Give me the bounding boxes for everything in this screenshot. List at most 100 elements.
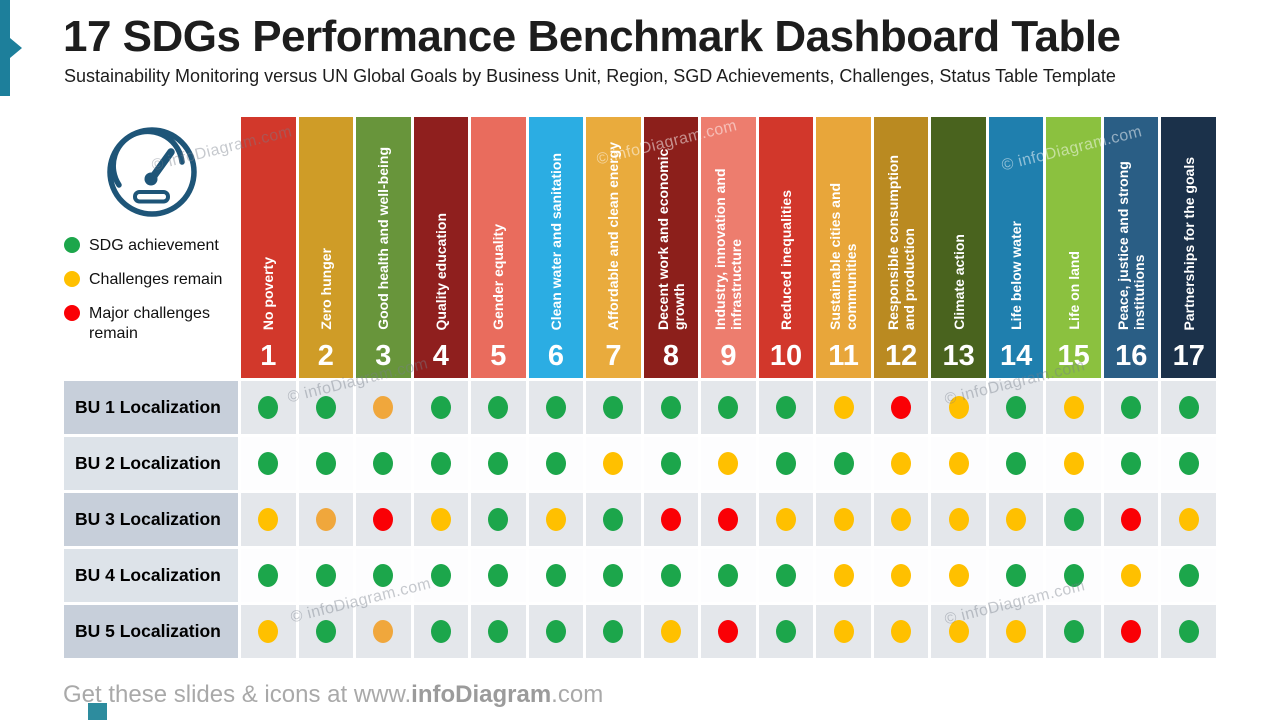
status-cell (298, 549, 354, 602)
yellow-dot-icon (64, 271, 80, 288)
column-header-sdg-16: Peace, justice and strong institutions 16 (1103, 117, 1159, 378)
status-dot-yellow (948, 620, 969, 643)
column-header-label: Clean water and sanitation (547, 152, 564, 330)
status-dot-green (660, 452, 681, 475)
column-header-sdg-13: Climate action 13 (931, 117, 986, 378)
status-dot-red (660, 508, 681, 531)
status-cell (816, 549, 871, 602)
status-dot-green (776, 396, 797, 419)
status-dot-green (1006, 452, 1027, 475)
status-dot-yellow (833, 620, 854, 643)
status-dot-green (315, 564, 336, 587)
status-cell (586, 437, 641, 490)
status-dot-orange (373, 620, 394, 643)
column-header-label: No poverty (260, 256, 277, 330)
status-dot-green (430, 620, 451, 643)
status-dot-yellow (891, 452, 912, 475)
status-cell (471, 493, 526, 546)
status-dot-green (718, 564, 739, 587)
status-dot-yellow (833, 508, 854, 531)
row-label: BU 3 Localization (64, 493, 238, 546)
status-cell (988, 549, 1044, 602)
status-dot-green (776, 620, 797, 643)
status-cell (298, 437, 354, 490)
status-dot-yellow (1006, 620, 1027, 643)
accent-ribbon (0, 0, 22, 96)
status-dot-green (603, 620, 624, 643)
status-dot-green (545, 452, 566, 475)
status-cell (758, 437, 814, 490)
legend-label: Major challenges remain (89, 305, 210, 342)
status-dot-green (776, 564, 797, 587)
status-cell (298, 381, 354, 434)
status-dot-yellow (545, 508, 566, 531)
status-dot-green (1063, 620, 1084, 643)
status-cell (988, 605, 1044, 658)
status-cell (816, 381, 871, 434)
status-dot-green (315, 396, 336, 419)
legend-item-major-challenges: Major challenges remain (64, 304, 240, 342)
status-cell (413, 381, 469, 434)
status-dot-green (315, 452, 336, 475)
status-cell (1103, 493, 1159, 546)
status-cell (988, 493, 1044, 546)
status-cell (241, 549, 296, 602)
corner-accent-square (88, 703, 107, 720)
status-dot-green (1063, 508, 1084, 531)
column-header-sdg-17: Partnerships for the goals 17 (1161, 117, 1216, 378)
column-header-label: Climate action (950, 234, 967, 330)
status-cell (988, 381, 1044, 434)
status-cell (413, 437, 469, 490)
status-cell (1161, 605, 1216, 658)
table-corner (64, 117, 238, 378)
status-dot-yellow (258, 620, 279, 643)
status-dot-red (1121, 620, 1142, 643)
column-header-number: 8 (662, 340, 680, 372)
status-dot-green (545, 396, 566, 419)
footer-suffix: .com (551, 681, 604, 708)
status-cell (413, 605, 469, 658)
status-dot-green (545, 564, 566, 587)
status-cell (471, 549, 526, 602)
column-header-sdg-3: Good health and well-being 3 (356, 117, 411, 378)
status-dot-green (603, 396, 624, 419)
status-dot-green (603, 508, 624, 531)
status-dot-orange (315, 508, 336, 531)
column-header-label: Life below water (1008, 221, 1025, 330)
column-header-sdg-4: Quality education 4 (413, 117, 469, 378)
status-cell (298, 493, 354, 546)
status-dot-yellow (1063, 452, 1084, 475)
status-cell (356, 605, 411, 658)
status-cell (528, 381, 584, 434)
footer-prefix: Get these slides & icons at www. (63, 681, 412, 708)
status-dot-yellow (603, 452, 624, 475)
column-header-label: Zero hunger (317, 248, 334, 330)
status-cell (1103, 605, 1159, 658)
status-cell (643, 605, 699, 658)
status-dot-yellow (776, 508, 797, 531)
column-header-sdg-2: Zero hunger 2 (298, 117, 354, 378)
column-header-number: 2 (317, 340, 334, 372)
column-header-number: 14 (1000, 340, 1033, 372)
status-cell (931, 493, 986, 546)
column-header-label: Affordable and clean energy (605, 141, 622, 330)
status-dot-green (258, 564, 279, 587)
column-header-number: 15 (1057, 340, 1090, 372)
status-dot-yellow (891, 508, 912, 531)
status-dot-green (1063, 564, 1084, 587)
column-header-number: 9 (720, 340, 737, 372)
status-cell (816, 493, 871, 546)
status-dot-green (1121, 452, 1142, 475)
footer-link[interactable]: Get these slides & icons at www.infoDiag… (63, 681, 603, 709)
status-cell (528, 437, 584, 490)
status-cell (758, 381, 814, 434)
column-header-sdg-6: Clean water and sanitation 6 (528, 117, 584, 378)
status-dot-red (1121, 508, 1142, 531)
status-cell (1103, 381, 1159, 434)
status-dot-red (718, 620, 739, 643)
status-cell (471, 437, 526, 490)
status-cell (1161, 493, 1216, 546)
status-dot-green (258, 452, 279, 475)
legend-item-achievement: SDG achievement (64, 236, 240, 255)
